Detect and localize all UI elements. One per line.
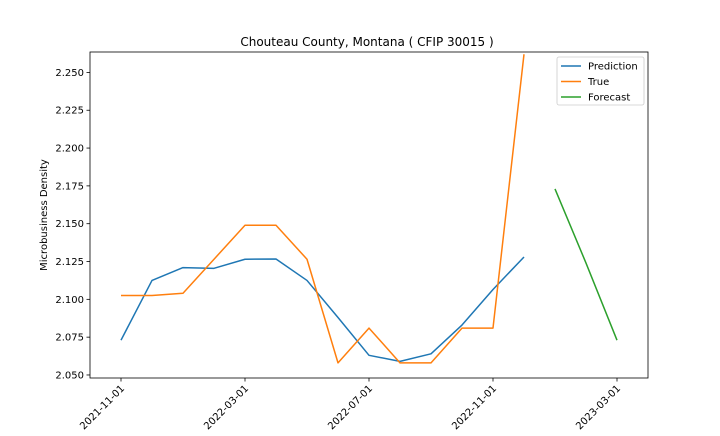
y-tick-label: 2.200 bbox=[55, 144, 84, 155]
x-tick-label: 2021-11-01 bbox=[78, 383, 127, 432]
legend-label-true: True bbox=[587, 77, 609, 88]
y-tick-label: 2.125 bbox=[55, 257, 84, 268]
series-layer bbox=[120, 54, 618, 364]
y-tick-label: 2.175 bbox=[55, 181, 84, 192]
y-tick-label: 2.250 bbox=[55, 68, 84, 79]
y-tick-label: 2.150 bbox=[55, 219, 84, 230]
y-tick-label: 2.100 bbox=[55, 295, 84, 306]
axes-layer: 2.050 2.075 2.100 2.125 2.150 2.175 2.200 2.225… bbox=[55, 51, 649, 432]
series-line-forecast bbox=[554, 188, 618, 341]
chart-title: Chouteau County, Montana ( CFIP 30015 ) bbox=[240, 35, 493, 49]
legend: Prediction True Forecast bbox=[556, 56, 645, 106]
y-axis-label: Microbusiness Density bbox=[39, 159, 50, 271]
x-tick-label: 2023-03-01 bbox=[574, 383, 623, 432]
series-line-true bbox=[121, 54, 525, 364]
x-tick-label: 2022-03-01 bbox=[202, 383, 251, 432]
x-tick-label: 2022-11-01 bbox=[450, 383, 499, 432]
series-line-prediction bbox=[120, 256, 525, 363]
y-tick-label: 2.075 bbox=[55, 333, 84, 344]
x-tick-label: 2022-07-01 bbox=[326, 383, 375, 432]
legend-label-prediction: Prediction bbox=[588, 62, 638, 73]
legend-box bbox=[556, 56, 645, 106]
y-tick-label: 2.050 bbox=[55, 370, 84, 381]
legend-label-forecast: Forecast bbox=[588, 93, 630, 104]
y-tick-label: 2.225 bbox=[55, 106, 84, 117]
